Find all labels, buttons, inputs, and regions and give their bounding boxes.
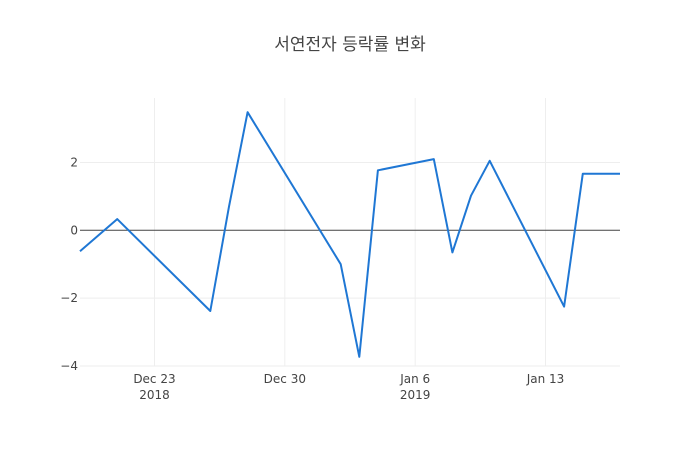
grid-layer: [80, 98, 620, 367]
series-line: [79, 111, 620, 358]
chart-title: 서연전자 등락률 변화: [274, 35, 426, 55]
x-tick-label: Dec 23: [133, 372, 175, 386]
x-tick-label: Jan 6: [399, 372, 430, 386]
x-tick-label: Jan 13: [526, 372, 565, 386]
series-layer: [79, 111, 620, 358]
axis-layer: Dec 23 2018 Dec 30 Jan 6 2019 Jan 13 −4 −2 0 2: [60, 155, 564, 402]
y-tick-label: 0: [70, 223, 78, 237]
x-tick-sublabel: 2019: [400, 388, 431, 402]
x-tick-label: Dec 30: [264, 372, 306, 386]
x-tick-sublabel: 2018: [139, 388, 170, 402]
y-tick-label: 2: [70, 155, 78, 169]
y-tick-label: −2: [60, 291, 78, 305]
y-tick-label: −4: [60, 359, 78, 373]
